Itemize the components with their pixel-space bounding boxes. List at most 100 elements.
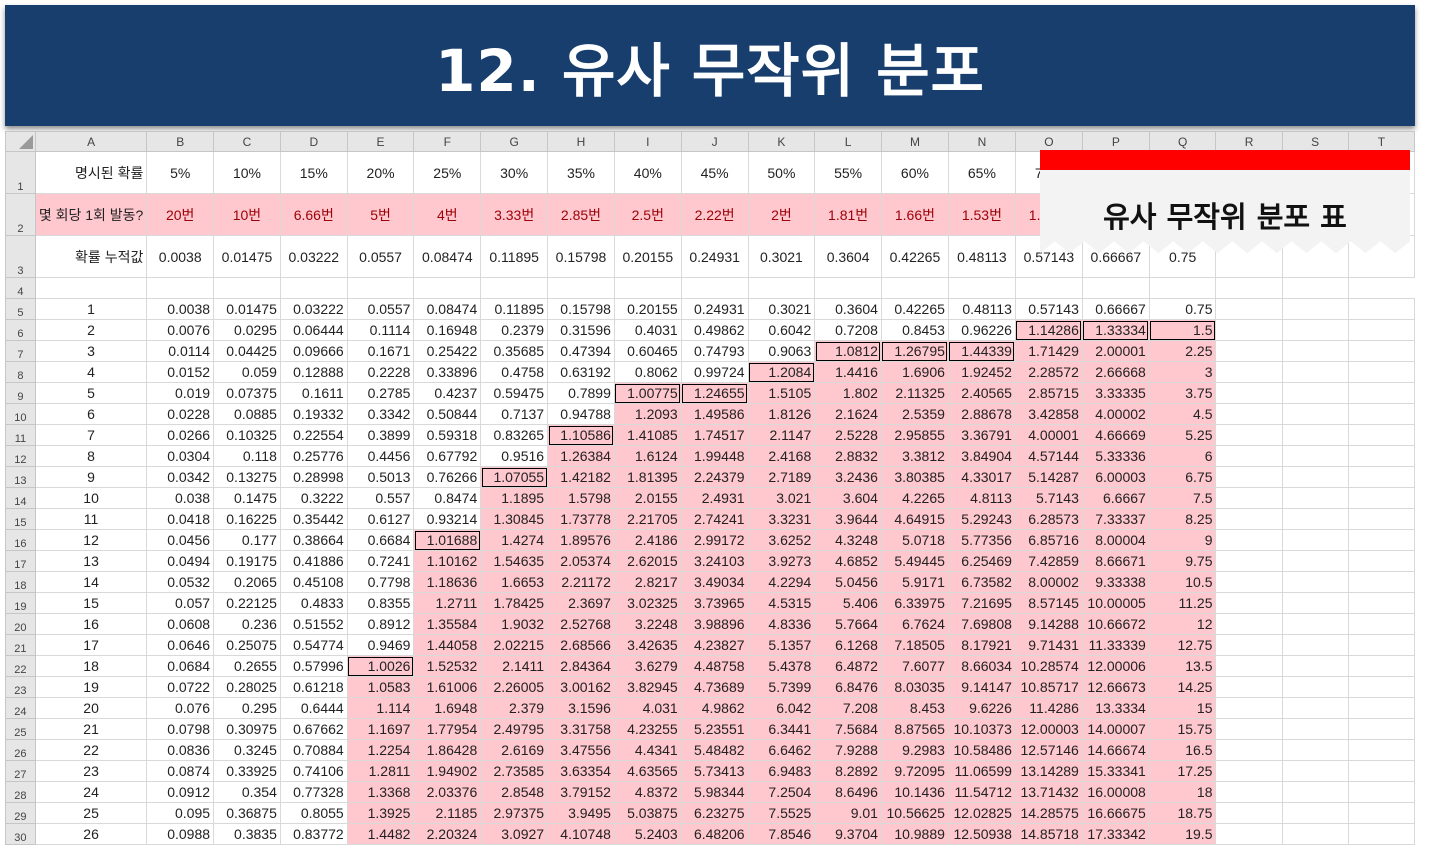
value-cell[interactable]: 0.019 xyxy=(146,382,215,404)
row-header[interactable]: 5 xyxy=(5,298,36,320)
value-cell[interactable]: 0.59475 xyxy=(480,382,549,404)
value-cell[interactable]: 2.20324 xyxy=(413,823,482,845)
value-cell[interactable]: 12.57146 xyxy=(1014,739,1083,761)
value-cell[interactable]: 0.118 xyxy=(213,445,281,467)
row-header[interactable]: 20 xyxy=(5,613,36,635)
value-cell[interactable]: 0.33896 xyxy=(413,361,482,383)
row-header[interactable]: 6 xyxy=(5,319,36,341)
value-cell[interactable]: 6.23275 xyxy=(680,802,749,824)
value-cell[interactable]: 1.77954 xyxy=(413,718,482,740)
row-header[interactable]: 10 xyxy=(5,403,36,425)
value-cell[interactable]: 0.07375 xyxy=(213,382,281,404)
empty-cell[interactable] xyxy=(1215,424,1283,446)
value-cell[interactable]: 15.75 xyxy=(1148,718,1217,740)
header-cell[interactable]: 20번 xyxy=(146,193,215,236)
value-cell[interactable]: 3.3812 xyxy=(880,445,949,467)
empty-cell[interactable] xyxy=(346,277,415,299)
value-cell[interactable]: 0.7208 xyxy=(814,319,882,341)
header-cell[interactable]: 5% xyxy=(146,151,215,194)
value-cell[interactable]: 1.0583 xyxy=(346,676,415,698)
empty-cell[interactable] xyxy=(1281,718,1349,740)
empty-cell[interactable] xyxy=(880,277,949,299)
value-cell[interactable]: 2.5359 xyxy=(880,403,949,425)
header-cell[interactable]: 4번 xyxy=(413,193,482,236)
header-cell[interactable]: 60% xyxy=(880,151,949,194)
value-cell[interactable]: 3 xyxy=(1148,361,1217,383)
trial-count-cell[interactable]: 3 xyxy=(34,340,148,362)
value-cell[interactable]: 0.22554 xyxy=(279,424,348,446)
value-cell[interactable]: 2.05374 xyxy=(547,550,615,572)
value-cell[interactable]: 0.11895 xyxy=(480,298,549,320)
value-cell[interactable]: 4.00002 xyxy=(1081,403,1150,425)
empty-cell[interactable] xyxy=(1215,634,1283,656)
empty-cell[interactable] xyxy=(1347,403,1415,425)
empty-cell[interactable] xyxy=(1347,655,1415,677)
value-cell[interactable]: 0.04425 xyxy=(213,340,281,362)
value-cell[interactable]: 9.14288 xyxy=(1014,613,1083,635)
header-cell[interactable]: 25% xyxy=(413,151,482,194)
value-cell[interactable]: 0.42265 xyxy=(880,298,949,320)
value-cell[interactable]: 0.9516 xyxy=(480,445,549,467)
value-cell[interactable]: 3.42635 xyxy=(613,634,682,656)
empty-cell[interactable] xyxy=(1215,319,1283,341)
value-cell[interactable]: 2.5228 xyxy=(814,424,882,446)
empty-cell[interactable] xyxy=(1215,277,1283,299)
empty-cell[interactable] xyxy=(1281,550,1349,572)
value-cell[interactable]: 7.69808 xyxy=(947,613,1016,635)
value-cell[interactable]: 10.28574 xyxy=(1014,655,1083,677)
value-cell[interactable]: 1.01688 xyxy=(413,529,482,551)
value-cell[interactable]: 2.3697 xyxy=(547,592,615,614)
value-cell[interactable]: 0.0304 xyxy=(146,445,215,467)
value-cell[interactable]: 2.4931 xyxy=(680,487,749,509)
value-cell[interactable]: 1.44058 xyxy=(413,634,482,656)
value-cell[interactable]: 10.1436 xyxy=(880,781,949,803)
trial-count-cell[interactable]: 19 xyxy=(34,676,148,698)
empty-cell[interactable] xyxy=(747,277,816,299)
column-header-a[interactable]: A xyxy=(34,131,148,152)
trial-count-cell[interactable]: 1 xyxy=(34,298,148,320)
value-cell[interactable]: 1.9032 xyxy=(480,613,549,635)
value-cell[interactable]: 0.38664 xyxy=(279,529,348,551)
value-cell[interactable]: 0.0912 xyxy=(146,781,215,803)
value-cell[interactable]: 5.49445 xyxy=(880,550,949,572)
value-cell[interactable]: 12.75 xyxy=(1148,634,1217,656)
value-cell[interactable]: 3.31758 xyxy=(547,718,615,740)
value-cell[interactable]: 0.0456 xyxy=(146,529,215,551)
value-cell[interactable]: 0.0152 xyxy=(146,361,215,383)
value-cell[interactable]: 1.49586 xyxy=(680,403,749,425)
value-cell[interactable]: 0.5013 xyxy=(346,466,415,488)
value-cell[interactable]: 0.76266 xyxy=(413,466,482,488)
column-header-n[interactable]: N xyxy=(947,131,1016,152)
value-cell[interactable]: 0.0836 xyxy=(146,739,215,761)
value-cell[interactable]: 18.75 xyxy=(1148,802,1217,824)
value-cell[interactable]: 1.6124 xyxy=(613,445,682,467)
value-cell[interactable]: 10.58486 xyxy=(947,739,1016,761)
value-cell[interactable]: 1.07055 xyxy=(480,466,549,488)
empty-cell[interactable] xyxy=(613,277,682,299)
value-cell[interactable]: 4.8372 xyxy=(613,781,682,803)
empty-cell[interactable] xyxy=(1347,739,1415,761)
value-cell[interactable]: 1.1697 xyxy=(346,718,415,740)
value-cell[interactable]: 5.73413 xyxy=(680,760,749,782)
value-cell[interactable]: 5.4378 xyxy=(747,655,816,677)
value-cell[interactable]: 2.0155 xyxy=(613,487,682,509)
header-cell[interactable]: 0.08474 xyxy=(413,235,482,278)
value-cell[interactable]: 2.00001 xyxy=(1081,340,1150,362)
trial-count-cell[interactable]: 21 xyxy=(34,718,148,740)
value-cell[interactable]: 1.114 xyxy=(346,697,415,719)
row-header[interactable]: 16 xyxy=(5,529,36,551)
trial-count-cell[interactable]: 23 xyxy=(34,760,148,782)
value-cell[interactable]: 8.25 xyxy=(1148,508,1217,530)
value-cell[interactable]: 1.78425 xyxy=(480,592,549,614)
value-cell[interactable]: 1.24655 xyxy=(680,382,749,404)
value-cell[interactable]: 0.8062 xyxy=(613,361,682,383)
value-cell[interactable]: 5.1357 xyxy=(747,634,816,656)
value-cell[interactable]: 7.5684 xyxy=(814,718,882,740)
value-cell[interactable]: 9.01 xyxy=(814,802,882,824)
value-cell[interactable]: 3.9495 xyxy=(547,802,615,824)
value-cell[interactable]: 0.0874 xyxy=(146,760,215,782)
value-cell[interactable]: 11.33339 xyxy=(1081,634,1150,656)
value-cell[interactable]: 0.0532 xyxy=(146,571,215,593)
value-cell[interactable]: 0.0988 xyxy=(146,823,215,845)
value-cell[interactable]: 0.63192 xyxy=(547,361,615,383)
